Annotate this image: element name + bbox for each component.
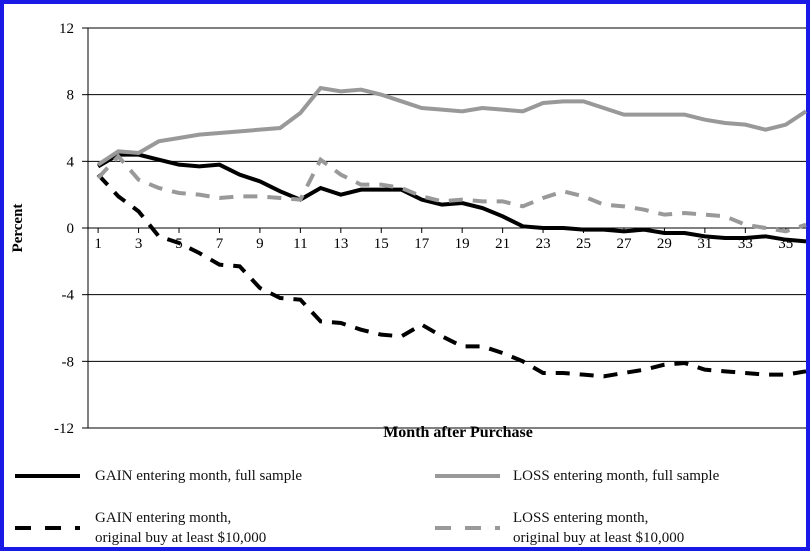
x-tick-label: 29	[657, 236, 672, 252]
x-tick-label: 23	[536, 236, 551, 252]
x-tick-label: 1	[94, 236, 102, 252]
data-line	[96, 153, 807, 234]
legend-label: LOSS entering month, full sample	[513, 468, 720, 484]
x-tick-label: 31	[697, 236, 712, 252]
x-tick-label: 27	[616, 236, 632, 252]
y-tick-label: -12	[54, 421, 74, 437]
x-tick-label: 15	[374, 236, 389, 252]
y-tick-label: 8	[67, 88, 75, 104]
x-tick-label: 25	[576, 236, 591, 252]
x-tick-label: 13	[333, 236, 348, 252]
x-tick-label: 7	[216, 236, 224, 252]
data-line	[97, 152, 807, 244]
y-axis-label: Percent	[10, 204, 26, 253]
y-tick-label: 4	[67, 154, 75, 170]
x-tick-label: 21	[495, 236, 510, 252]
legend-label: GAIN entering month, full sample	[95, 468, 303, 484]
x-tick-label: 17	[414, 236, 430, 252]
y-tick-label: -4	[62, 288, 75, 304]
y-tick-label: 12	[59, 21, 74, 37]
y-tick-label: -8	[62, 354, 75, 370]
x-tick-label: 19	[455, 236, 470, 252]
x-tick-label: 11	[293, 236, 307, 252]
data-line	[96, 173, 807, 379]
legend-label: LOSS entering month, original buy at lea…	[513, 510, 685, 546]
data-line	[97, 85, 808, 167]
x-tick-label: 3	[135, 236, 143, 252]
legend-label: GAIN entering month, original buy at lea…	[95, 510, 267, 546]
x-axis-label: Month after Purchase	[383, 424, 533, 441]
y-tick-label: 0	[67, 221, 75, 237]
x-tick-label: 9	[256, 236, 264, 252]
